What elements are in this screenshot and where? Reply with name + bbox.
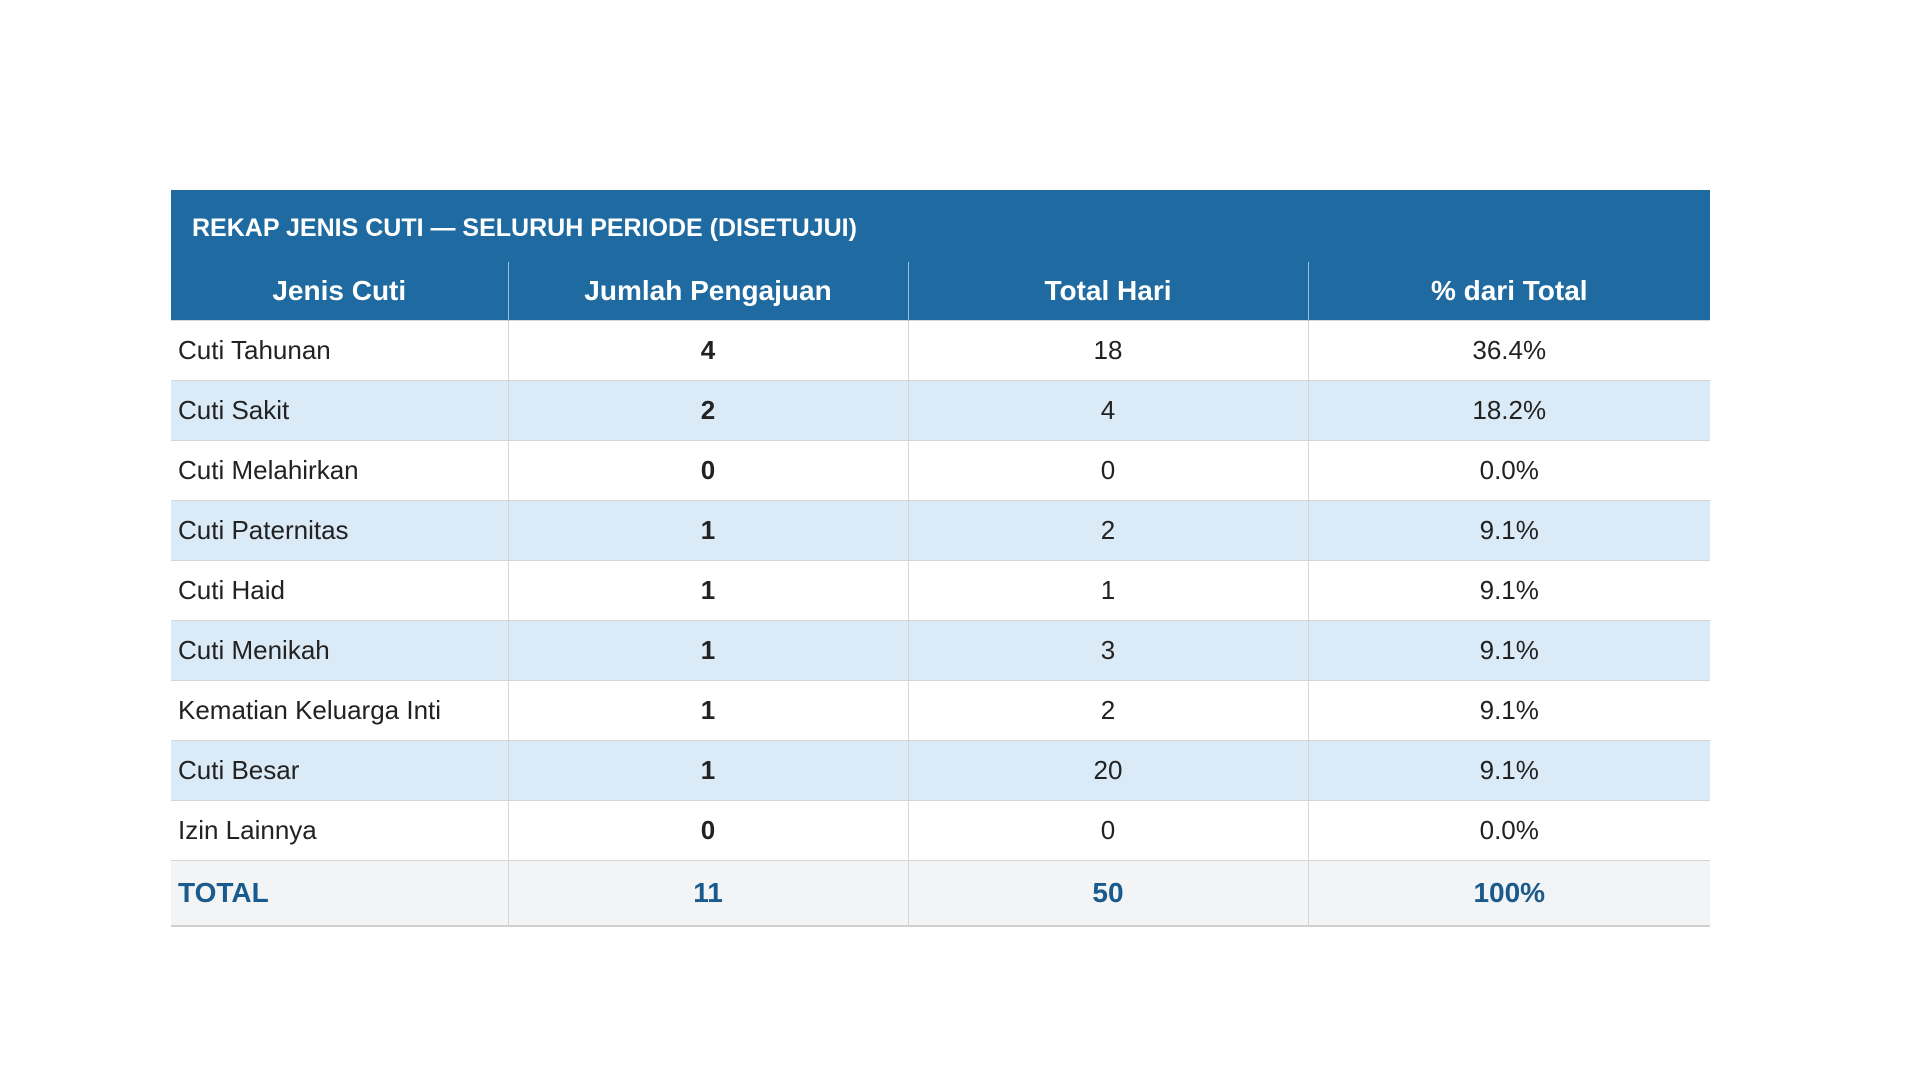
cell: 18 bbox=[907, 320, 1309, 381]
cell: 20 bbox=[907, 740, 1309, 801]
cell: 9.1% bbox=[1307, 560, 1711, 621]
table-body: Cuti Tahunan 4 18 36.4% Cuti Sakit 2 4 18.2% Cut… bbox=[171, 320, 1711, 927]
cell: 0.0% bbox=[1307, 800, 1711, 861]
total-row: TOTAL 11 50 100% bbox=[171, 860, 1711, 927]
total-cell: 100% bbox=[1307, 860, 1711, 927]
table-row: Cuti Besar 1 20 9.1% bbox=[171, 740, 1711, 801]
table-row: Izin Lainnya 0 0 0.0% bbox=[171, 800, 1711, 861]
cell: 2 bbox=[907, 500, 1309, 561]
row-label: Cuti Paternitas bbox=[171, 500, 509, 561]
cell: 1 bbox=[507, 620, 909, 681]
cell: 1 bbox=[507, 560, 909, 621]
cell: 9.1% bbox=[1307, 500, 1711, 561]
table-row: Cuti Tahunan 4 18 36.4% bbox=[171, 320, 1711, 381]
column-header: Jumlah Pengajuan bbox=[507, 262, 908, 321]
column-header: Total Hari bbox=[907, 262, 1308, 321]
cell: 0 bbox=[907, 800, 1309, 861]
leave-table: REKAP JENIS CUTI — SELURUH PERIODE (DISE… bbox=[171, 190, 1711, 927]
row-label: Cuti Sakit bbox=[171, 380, 509, 441]
table-head: REKAP JENIS CUTI — SELURUH PERIODE (DISE… bbox=[171, 190, 1711, 321]
table-row: Cuti Menikah 1 3 9.1% bbox=[171, 620, 1711, 681]
cell: 2 bbox=[907, 680, 1309, 741]
total-label: TOTAL bbox=[171, 860, 509, 927]
table-row: Cuti Melahirkan 0 0 0.0% bbox=[171, 440, 1711, 501]
cell: 0 bbox=[507, 440, 909, 501]
cell: 36.4% bbox=[1307, 320, 1711, 381]
table-container: REKAP JENIS CUTI — SELURUH PERIODE (DISE… bbox=[171, 190, 1711, 927]
row-label: Cuti Besar bbox=[171, 740, 509, 801]
table-title: REKAP JENIS CUTI — SELURUH PERIODE (DISE… bbox=[171, 190, 1711, 262]
cell: 4 bbox=[907, 380, 1309, 441]
cell: 1 bbox=[507, 740, 909, 801]
row-label: Cuti Haid bbox=[171, 560, 509, 621]
total-cell: 50 bbox=[907, 860, 1309, 927]
cell: 2 bbox=[507, 380, 909, 441]
table-row: Kematian Keluarga Inti 1 2 9.1% bbox=[171, 680, 1711, 741]
header-row: Jenis Cuti Jumlah Pengajuan Total Hari% da… bbox=[171, 262, 1711, 321]
row-label: Cuti Melahirkan bbox=[171, 440, 509, 501]
cell: 1 bbox=[907, 560, 1309, 621]
cell: 9.1% bbox=[1307, 620, 1711, 681]
cell: 1 bbox=[507, 500, 909, 561]
row-label: Kematian Keluarga Inti bbox=[171, 680, 509, 741]
cell: 3 bbox=[907, 620, 1309, 681]
table-row: Cuti Haid 1 1 9.1% bbox=[171, 560, 1711, 621]
row-label: Izin Lainnya bbox=[171, 800, 509, 861]
cell: 4 bbox=[507, 320, 909, 381]
row-label: Cuti Menikah bbox=[171, 620, 509, 681]
table-row: Cuti Paternitas 1 2 9.1% bbox=[171, 500, 1711, 561]
row-label: Cuti Tahunan bbox=[171, 320, 509, 381]
cell: 0 bbox=[507, 800, 909, 861]
cell: 0 bbox=[907, 440, 1309, 501]
column-header: % dari Total bbox=[1307, 262, 1711, 321]
cell: 0.0% bbox=[1307, 440, 1711, 501]
total-cell: 11 bbox=[507, 860, 909, 927]
cell: 18.2% bbox=[1307, 380, 1711, 441]
cell: 9.1% bbox=[1307, 680, 1711, 741]
cell: 9.1% bbox=[1307, 740, 1711, 801]
table-row: Cuti Sakit 2 4 18.2% bbox=[171, 380, 1711, 441]
column-header: Jenis Cuti bbox=[171, 262, 508, 321]
cell: 1 bbox=[507, 680, 909, 741]
